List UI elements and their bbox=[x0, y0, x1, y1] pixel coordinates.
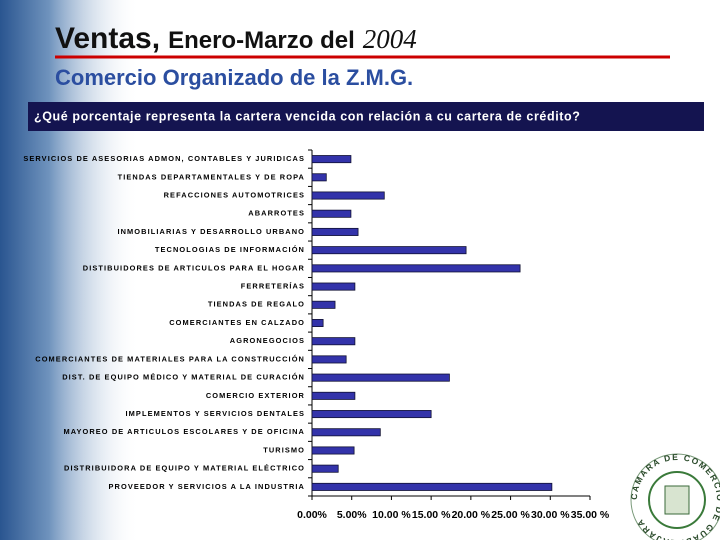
category-label: DISTIBUIDORES DE ARTICULOS PARA EL HOGAR bbox=[83, 263, 305, 272]
bar bbox=[311, 173, 327, 182]
x-tick-label: 20.00 % bbox=[451, 509, 491, 521]
bar bbox=[311, 300, 336, 309]
category-label: TURISMO bbox=[263, 445, 305, 454]
bar bbox=[311, 318, 324, 327]
bar bbox=[311, 191, 385, 200]
bar bbox=[311, 246, 467, 255]
bar bbox=[311, 264, 521, 273]
x-tick-label: 15.00 % bbox=[411, 509, 451, 521]
bar bbox=[311, 337, 356, 346]
x-tick-label: 30.00 % bbox=[531, 509, 570, 521]
question: ¿Qué porcentaje representa la cartera ve… bbox=[34, 109, 581, 123]
x-tick-label: 5.00% bbox=[336, 509, 367, 521]
title-part: Enero-Marzo del bbox=[168, 27, 355, 54]
category-label: COMERCIO EXTERIOR bbox=[206, 391, 305, 400]
category-label: MAYOREO DE ARTICULOS ESCOLARES Y DE OFIC… bbox=[63, 427, 305, 436]
category-label: INMOBILIARIAS Y DESARROLLO URBANO bbox=[117, 227, 305, 236]
title-part: 2004 bbox=[363, 24, 417, 54]
bar bbox=[311, 464, 339, 473]
x-tick-label: 0.00% bbox=[297, 509, 327, 521]
bar bbox=[311, 428, 381, 437]
category-label: REFACCIONES AUTOMOTRICES bbox=[164, 190, 305, 199]
category-label: DIST. DE EQUIPO MÉDICO Y MATERIAL DE CUR… bbox=[62, 373, 305, 382]
category-label: COMERCIANTES DE MATERIALES PARA LA CONST… bbox=[35, 354, 305, 363]
subtitle: Comercio Organizado de la Z.M.G. bbox=[55, 65, 413, 90]
bar bbox=[311, 227, 359, 236]
category-label: TIENDAS DE REGALO bbox=[208, 300, 305, 309]
title-part: Ventas, bbox=[55, 22, 160, 55]
category-label: COMERCIANTES EN CALZADO bbox=[169, 318, 305, 327]
x-tick-label: 25.00 % bbox=[491, 509, 530, 521]
logo-shield bbox=[664, 485, 690, 515]
bar bbox=[311, 482, 553, 491]
bar bbox=[311, 410, 432, 419]
logo: CAMARA DE COMERCIO DE GUADALAJARA bbox=[629, 452, 720, 540]
category-label: DISTRIBUIDORA DE EQUIPO Y MATERIAL ELÉCT… bbox=[64, 464, 305, 473]
bar bbox=[311, 355, 347, 364]
category-label: IMPLEMENTOS Y SERVICIOS DENTALES bbox=[126, 409, 305, 418]
bar bbox=[311, 373, 450, 382]
category-label: SERVICIOS DE ASESORIAS ADMON, CONTABLES … bbox=[23, 154, 305, 163]
bar bbox=[311, 155, 352, 164]
bar bbox=[311, 282, 356, 291]
category-label: FERRETERÍAS bbox=[241, 282, 305, 291]
category-label: AGRONEGOCIOS bbox=[230, 336, 305, 345]
title: Ventas, Enero-Marzo del 2004 bbox=[55, 22, 417, 55]
bar bbox=[311, 209, 352, 218]
x-tick-label: 35.00 % bbox=[570, 509, 610, 521]
question-box bbox=[28, 102, 704, 131]
category-label: PROVEEDOR Y SERVICIOS A LA INDUSTRIA bbox=[109, 482, 305, 491]
logo-inner bbox=[648, 471, 706, 529]
category-label: TECNOLOGIAS DE INFORMACIÓN bbox=[155, 245, 305, 254]
side-gradient bbox=[0, 0, 140, 540]
chart: SERVICIOS DE ASESORIAS ADMON, CONTABLES … bbox=[23, 149, 591, 500]
category-label: ABARROTES bbox=[248, 209, 305, 218]
bar bbox=[311, 446, 355, 455]
bar bbox=[311, 391, 356, 400]
x-tick-label: 10.00 % bbox=[372, 509, 411, 521]
category-label: TIENDAS DEPARTAMENTALES Y DE ROPA bbox=[118, 172, 305, 181]
